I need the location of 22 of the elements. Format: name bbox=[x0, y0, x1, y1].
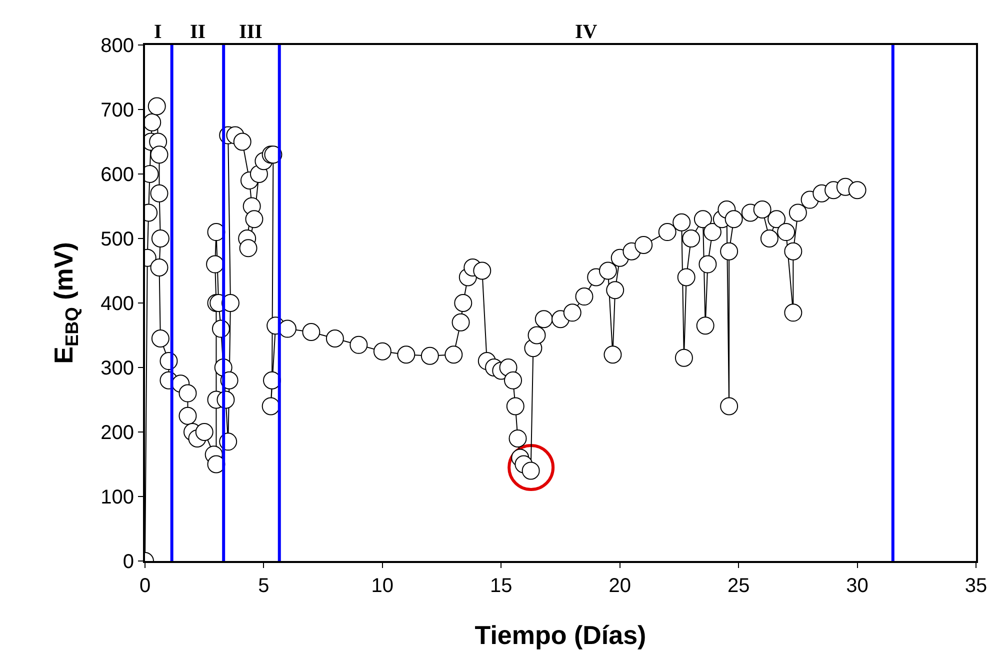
x-tick-label: 15 bbox=[490, 575, 512, 597]
x-tick-label: 25 bbox=[727, 575, 750, 597]
x-tick-label: 20 bbox=[608, 575, 631, 597]
x-tick-label: 30 bbox=[846, 575, 868, 597]
y-tick-label: 100 bbox=[100, 486, 134, 508]
x-tick-label: 5 bbox=[258, 575, 270, 597]
y-tick-label: 300 bbox=[100, 358, 134, 380]
x-axis-title: Tiempo (Días) bbox=[474, 620, 646, 650]
y-tick-label: 700 bbox=[100, 100, 134, 122]
x-tick-label: 10 bbox=[371, 575, 394, 597]
y-tick-label: 0 bbox=[122, 551, 134, 573]
y-tick-label: 800 bbox=[100, 35, 134, 57]
y-tick-label: 500 bbox=[100, 228, 134, 250]
y-tick-label: 600 bbox=[100, 164, 134, 186]
text: III bbox=[239, 21, 263, 43]
x-tick-label: 0 bbox=[139, 575, 151, 597]
y-tick-label: 400 bbox=[100, 293, 134, 315]
text: II bbox=[190, 21, 206, 43]
text: IV bbox=[575, 21, 598, 43]
x-tick-label: 35 bbox=[964, 575, 988, 597]
y-tick-label: 200 bbox=[100, 422, 134, 444]
text: I bbox=[154, 21, 162, 43]
